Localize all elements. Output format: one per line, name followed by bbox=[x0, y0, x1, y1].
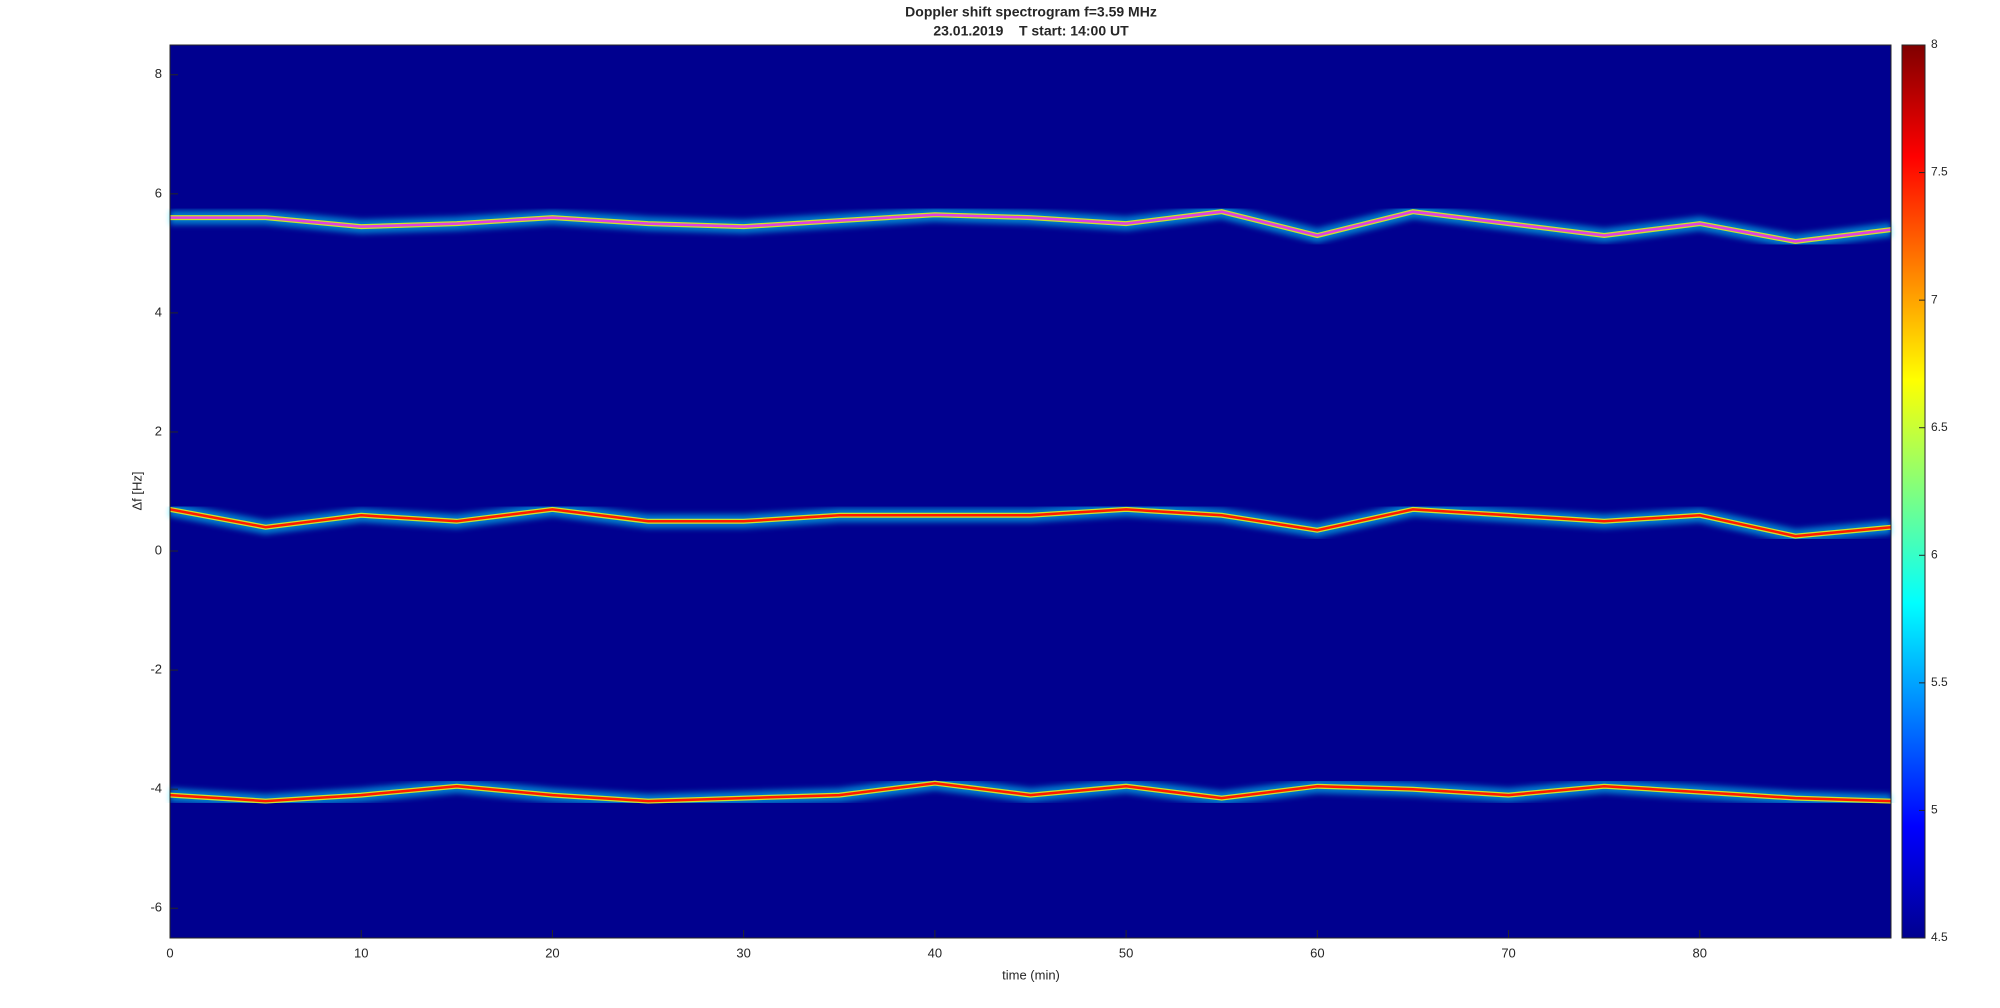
colorbar-tick-label: 6.5 bbox=[1931, 420, 1948, 434]
x-tick-label: 30 bbox=[736, 945, 750, 960]
chart-subtitle: 23.01.2019 T start: 14:00 UT bbox=[933, 23, 1129, 39]
colorbar-tick-label: 7 bbox=[1931, 292, 1938, 306]
colorbar-tick-label: 7.5 bbox=[1931, 165, 1948, 179]
x-tick-label: 20 bbox=[545, 945, 559, 960]
y-tick-label: 8 bbox=[155, 66, 162, 81]
trace bbox=[169, 781, 1892, 803]
chart-title: Doppler shift spectrogram f=3.59 MHz bbox=[905, 4, 1157, 20]
trace bbox=[170, 210, 1892, 243]
y-tick-label: 4 bbox=[155, 304, 162, 319]
plot-background bbox=[170, 45, 1891, 938]
x-tick-label: 80 bbox=[1693, 945, 1707, 960]
colorbar bbox=[1901, 44, 1926, 939]
colorbar-tick-label: 4.5 bbox=[1931, 930, 1948, 944]
trace bbox=[169, 508, 1892, 538]
colorbar-tick-label: 5.5 bbox=[1931, 675, 1948, 689]
x-axis-label: time (min) bbox=[1002, 967, 1060, 982]
plot-frame bbox=[169, 44, 1892, 939]
y-tick-label: -2 bbox=[150, 662, 162, 677]
x-tick-label: 10 bbox=[354, 945, 368, 960]
x-tick-label: 70 bbox=[1501, 945, 1515, 960]
colorbar-tick-label: 6 bbox=[1931, 547, 1938, 561]
y-tick-label: 2 bbox=[155, 423, 162, 438]
colorbar-tick-label: 5 bbox=[1931, 803, 1938, 817]
y-tick-label: 0 bbox=[155, 542, 162, 557]
x-tick-label: 40 bbox=[928, 945, 942, 960]
colorbar-tick-label: 8 bbox=[1931, 37, 1938, 51]
y-axis-label: Δf [Hz] bbox=[129, 471, 144, 510]
x-tick-label: 0 bbox=[166, 945, 173, 960]
x-tick-label: 60 bbox=[1310, 945, 1324, 960]
x-tick-label: 50 bbox=[1119, 945, 1133, 960]
y-tick-label: -4 bbox=[150, 781, 162, 796]
y-tick-label: -6 bbox=[150, 900, 162, 915]
y-tick-label: 6 bbox=[155, 185, 162, 200]
